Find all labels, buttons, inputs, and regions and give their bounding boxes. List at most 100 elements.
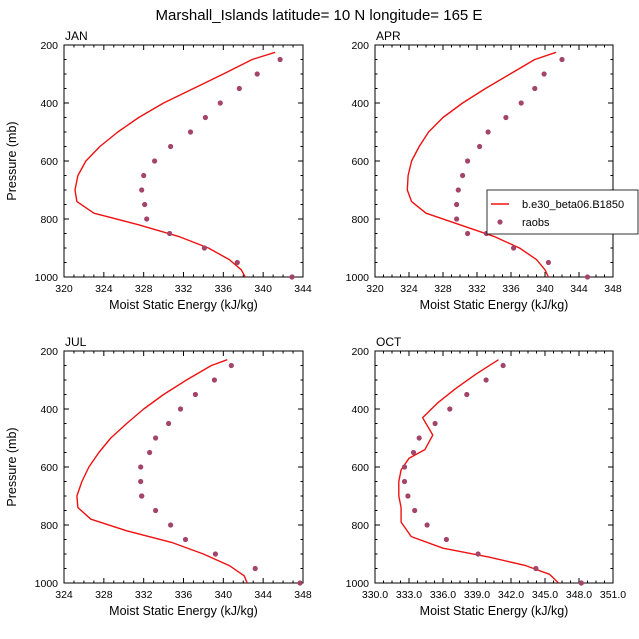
legend-entry-raobs: raobs xyxy=(522,217,550,229)
panel-jan-raobs-point xyxy=(142,201,148,208)
panel-oct-model-line xyxy=(398,359,560,583)
panel-jan-raobs-point xyxy=(144,216,150,222)
panel-apr-raobs-point xyxy=(510,245,517,251)
panel-apr-raobs-point xyxy=(455,187,461,193)
panel-jan-raobs-point xyxy=(201,245,207,251)
panel-oct-ytick-label: 1000 xyxy=(346,578,370,590)
panel-oct-raobs-point xyxy=(578,580,584,586)
panel-apr-raobs-point xyxy=(454,216,460,222)
panel-jan-raobs-point xyxy=(234,259,240,266)
panel-oct-raobs-point xyxy=(416,435,422,441)
panel-jan-raobs-point xyxy=(187,129,194,135)
panel-oct-raobs-point xyxy=(443,536,449,543)
panel-jan-ytick-label: 600 xyxy=(40,156,58,168)
panel-jul-ylabel: Pressure (mb) xyxy=(5,427,19,506)
panel-apr-raobs-point xyxy=(518,100,524,106)
panel-jan-raobs-point xyxy=(254,71,260,77)
panel-apr-xtick-label: 336 xyxy=(502,283,520,295)
panel-jul-ytick-label: 400 xyxy=(40,404,58,416)
panel-apr-frame xyxy=(374,44,614,278)
panel-jul-xtick-label: 328 xyxy=(95,589,113,601)
panel-apr-raobs-point xyxy=(559,56,565,63)
panel-apr-xtick-label: 328 xyxy=(434,283,452,295)
panel-jan-xtick-label: 336 xyxy=(215,283,233,295)
panel-jul-xtick-label: 348 xyxy=(294,589,312,601)
panel-jul-xtick-label: 332 xyxy=(135,589,153,601)
panel-jan-raobs-point xyxy=(141,172,147,179)
panel-oct-xtick-label: 333.0 xyxy=(396,589,422,601)
panel-jul-raobs-point xyxy=(297,580,303,586)
panel-oct-raobs-point xyxy=(475,551,481,557)
panel-jan-xtick-label: 324 xyxy=(95,283,113,295)
legend-marker-symbol xyxy=(497,219,503,225)
panel-oct-raobs-point xyxy=(410,449,417,456)
panel-jan-raobs-point xyxy=(289,274,295,280)
panel-oct-raobs-point xyxy=(424,522,430,528)
panel-oct-raobs-point xyxy=(483,377,489,383)
panel-oct-raobs-point xyxy=(412,507,418,514)
panel-apr-ytick-label: 800 xyxy=(351,214,369,226)
panel-jul-label: JUL xyxy=(65,335,87,349)
panel-jul-model-line xyxy=(76,359,248,583)
panel-oct: OCT 330.0 333.0 336.0 339.0 342.0 345.0 348.0 35… xyxy=(346,335,627,618)
panel-jul-raobs-point xyxy=(138,478,144,485)
panel-apr-xtick-label: 340 xyxy=(536,283,554,295)
panel-apr-xlabel: Moist Static Energy (kJ/kg) xyxy=(420,298,569,312)
panel-jan-model-line xyxy=(74,51,276,277)
panel-jul-raobs-point xyxy=(192,391,198,398)
panel-oct-xtick-label: 351.0 xyxy=(600,589,626,601)
panel-jul-xtick-label: 344 xyxy=(254,589,272,601)
panel-apr-raobs-point xyxy=(460,172,466,179)
panel-oct-xtick-label: 342.0 xyxy=(498,589,524,601)
panel-oct-raobs-point xyxy=(500,362,506,369)
panel-jul-raobs-point xyxy=(138,464,144,470)
panel-oct-xlabel: Moist Static Energy (kJ/kg) xyxy=(420,604,569,618)
legend-box xyxy=(486,189,639,235)
panel-oct-xtick-label: 348.0 xyxy=(566,589,592,601)
panel-oct-xtick-label: 330.0 xyxy=(362,589,388,601)
panel-jan-xtick-label: 332 xyxy=(175,283,193,295)
panel-jan-raobs-point xyxy=(139,187,145,193)
panel-jan-label: JAN xyxy=(65,29,88,43)
panel-jul-xtick-label: 324 xyxy=(55,589,73,601)
panel-apr-xtick-label: 344 xyxy=(570,283,588,295)
panel-jul-raobs-point xyxy=(252,565,258,572)
panel-jan-raobs-point xyxy=(236,85,242,92)
panel-apr-raobs-point xyxy=(485,129,491,135)
panel-apr-label: APR xyxy=(376,29,401,43)
panel-jan-raobs-point xyxy=(202,114,208,121)
panel-jan-xtick-label: 344 xyxy=(294,283,312,295)
panel-jul-raobs-point xyxy=(182,536,189,543)
panel-oct-raobs-point xyxy=(464,391,470,398)
panel-jan-xlabel: Moist Static Energy (kJ/kg) xyxy=(109,298,258,312)
panel-jul-xtick-label: 340 xyxy=(215,589,233,601)
panel-jul-raobs-point xyxy=(177,406,184,412)
panel-jan-xtick-label: 320 xyxy=(55,283,73,295)
panel-oct-raobs-point xyxy=(533,565,539,572)
panel-jan-ylabel: Pressure (mb) xyxy=(5,121,19,200)
panel-apr: APR 320 324 328 332 336 340 344 348 200 400 600 800 1… xyxy=(346,29,639,312)
panel-apr-raobs-point xyxy=(477,143,483,150)
panel-jan-ytick-label: 800 xyxy=(40,214,58,226)
panel-jul-ytick-label: 1000 xyxy=(35,578,59,590)
panel-jan-xtick-label: 340 xyxy=(254,283,272,295)
panel-apr-raobs-point xyxy=(545,259,552,266)
panel-apr-ytick-label: 200 xyxy=(351,40,369,52)
panel-oct-label: OCT xyxy=(376,335,402,349)
panel-oct-xtick-label: 336.0 xyxy=(430,589,456,601)
panel-jul-raobs-point xyxy=(168,522,174,528)
panel-jan-xtick-label: 328 xyxy=(135,283,153,295)
panel-apr-xtick-label: 348 xyxy=(604,283,622,295)
panel-jan-ytick-label: 400 xyxy=(40,98,58,110)
panel-jul-ytick-label: 800 xyxy=(40,520,58,532)
panel-oct-raobs-point xyxy=(432,420,438,427)
panel-apr-raobs-point xyxy=(465,158,471,164)
panel-oct-raobs-point xyxy=(401,478,408,485)
panel-apr-raobs-point xyxy=(454,201,460,208)
panel-jul-ytick-label: 200 xyxy=(40,346,58,358)
panel-jul-xlabel: Moist Static Energy (kJ/kg) xyxy=(109,604,258,618)
legend-entry-model: b.e30_beta06.B1850 xyxy=(522,199,624,211)
panel-apr-xtick-label: 320 xyxy=(366,283,384,295)
